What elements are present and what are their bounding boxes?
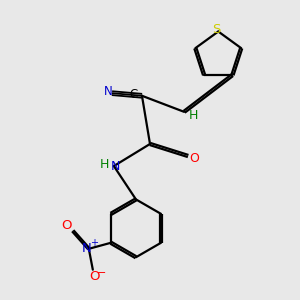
Text: S: S (212, 23, 220, 36)
Text: H: H (188, 109, 198, 122)
Text: C: C (129, 88, 137, 101)
Text: O: O (61, 219, 72, 232)
Text: N: N (82, 242, 92, 255)
Text: N: N (104, 85, 113, 98)
Text: O: O (189, 152, 199, 164)
Text: +: + (90, 238, 98, 248)
Text: N: N (111, 160, 121, 173)
Text: H: H (100, 158, 109, 171)
Text: O: O (90, 270, 100, 284)
Text: −: − (97, 268, 106, 278)
